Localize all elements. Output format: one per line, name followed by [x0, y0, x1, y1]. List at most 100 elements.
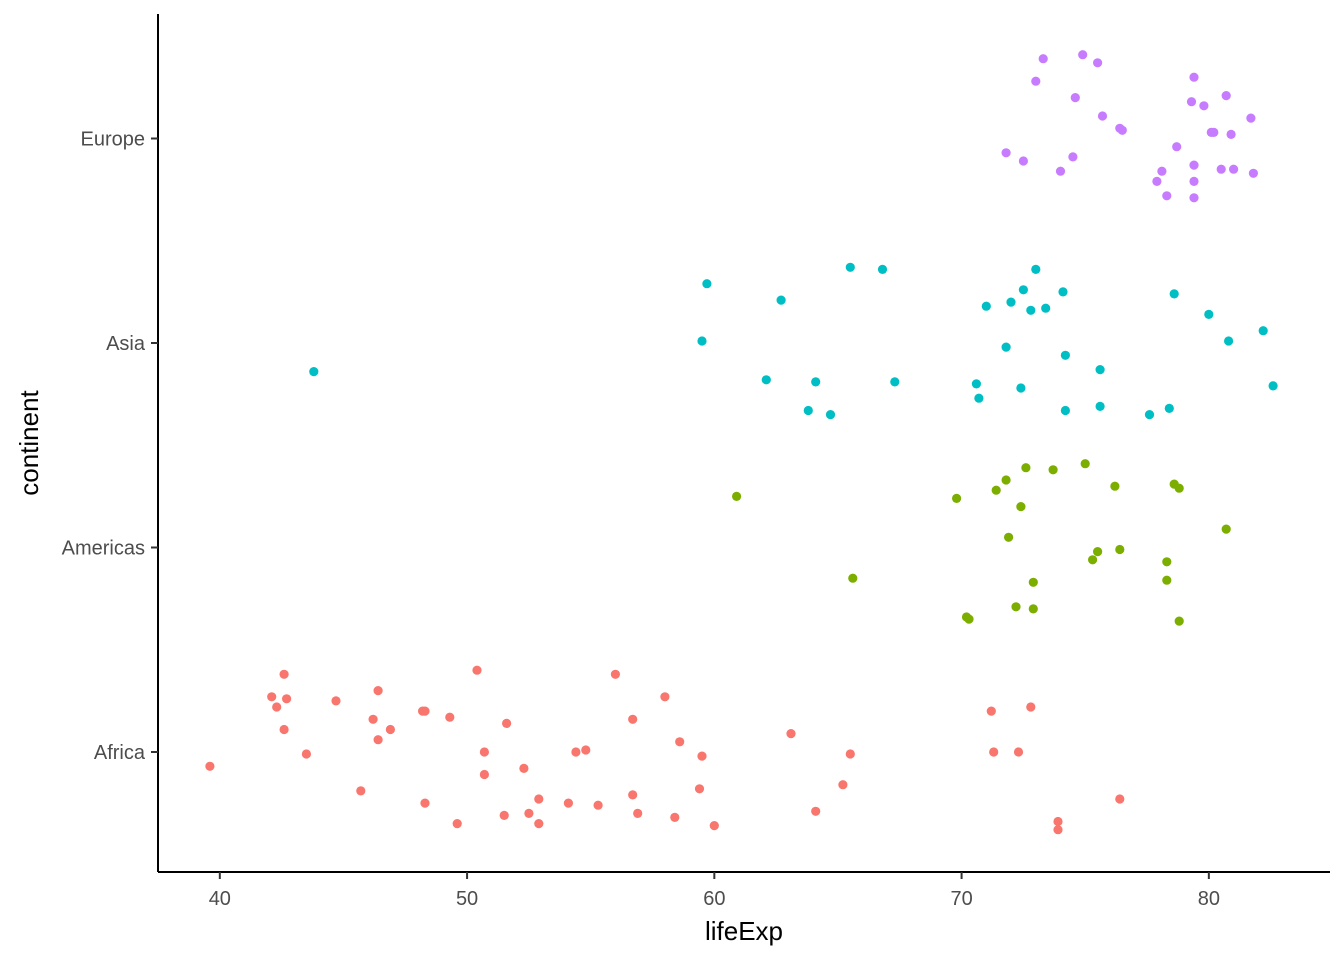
- point-americas: [1221, 524, 1231, 534]
- point-americas: [1162, 557, 1172, 567]
- point-africa: [272, 702, 282, 712]
- y-tick-label-americas: Americas: [62, 538, 145, 560]
- point-americas: [1080, 459, 1090, 469]
- point-asia: [1060, 405, 1070, 416]
- point-africa: [675, 737, 685, 747]
- point-africa: [989, 747, 999, 757]
- point-asia: [1224, 336, 1234, 346]
- y-tick-label-africa: Africa: [94, 742, 146, 764]
- point-asia: [1258, 326, 1268, 336]
- point-africa: [373, 735, 383, 745]
- point-americas: [952, 493, 962, 503]
- point-africa: [610, 669, 621, 679]
- point-africa: [373, 686, 383, 696]
- point-americas: [1001, 475, 1011, 485]
- point-asia: [1041, 303, 1051, 313]
- point-asia: [1026, 305, 1036, 315]
- point-europe: [1189, 193, 1199, 203]
- point-asia: [974, 393, 984, 403]
- point-africa: [534, 819, 544, 829]
- point-asia: [1095, 401, 1105, 411]
- point-africa: [697, 751, 707, 761]
- point-europe: [1162, 191, 1172, 201]
- point-europe: [1172, 142, 1182, 152]
- point-americas: [732, 491, 742, 501]
- point-europe: [1189, 72, 1199, 82]
- point-asia: [697, 336, 707, 346]
- point-africa: [452, 819, 462, 829]
- point-europe: [1189, 160, 1199, 170]
- point-americas: [1115, 544, 1125, 555]
- point-africa: [499, 810, 509, 821]
- point-europe: [1199, 101, 1209, 111]
- point-europe: [1078, 50, 1088, 60]
- point-africa: [986, 706, 996, 716]
- point-asia: [1001, 342, 1011, 352]
- point-asia: [1006, 297, 1016, 307]
- point-asia: [1268, 381, 1278, 391]
- point-asia: [1169, 289, 1179, 299]
- point-africa: [205, 761, 215, 771]
- point-asia: [825, 410, 836, 420]
- point-africa: [838, 780, 848, 790]
- point-europe: [1117, 125, 1127, 135]
- point-africa: [519, 763, 529, 774]
- point-europe: [1221, 91, 1231, 101]
- point-europe: [1246, 113, 1256, 123]
- point-europe: [1055, 166, 1066, 176]
- point-africa: [479, 769, 489, 780]
- y-axis-ticks: Africa Americas Asia Europe: [62, 129, 158, 764]
- point-africa: [593, 800, 603, 810]
- point-africa: [1026, 702, 1036, 712]
- point-africa: [694, 784, 705, 794]
- point-americas: [1028, 604, 1038, 614]
- point-americas: [1011, 602, 1021, 612]
- point-africa: [534, 794, 544, 804]
- x-tick-label: 50: [456, 888, 478, 910]
- point-asia: [803, 405, 813, 416]
- point-asia: [1031, 264, 1041, 274]
- point-africa: [563, 798, 574, 808]
- point-africa: [670, 812, 680, 823]
- point-asia: [1164, 403, 1174, 413]
- point-asia: [877, 264, 888, 274]
- point-europe: [1152, 176, 1162, 186]
- point-europe: [1068, 152, 1078, 162]
- point-europe: [1070, 93, 1080, 103]
- point-asia: [1058, 287, 1068, 297]
- point-africa: [1013, 747, 1024, 757]
- point-africa: [502, 718, 512, 729]
- point-africa: [368, 714, 378, 724]
- point-africa: [1053, 816, 1063, 827]
- point-africa: [628, 790, 638, 800]
- point-asia: [845, 262, 855, 272]
- point-asia: [309, 367, 319, 377]
- point-asia: [890, 377, 900, 387]
- point-europe: [1018, 156, 1028, 166]
- point-africa: [472, 665, 482, 675]
- point-americas: [1016, 502, 1026, 512]
- x-axis-title: lifeExp: [705, 916, 783, 946]
- point-americas: [1110, 481, 1120, 491]
- y-tick-label-europe: Europe: [81, 129, 146, 151]
- point-africa: [420, 706, 430, 716]
- point-africa: [356, 786, 366, 796]
- point-africa: [660, 692, 670, 702]
- point-asia: [981, 301, 991, 311]
- point-americas: [1028, 577, 1038, 587]
- point-americas: [1004, 532, 1014, 542]
- point-europe: [1226, 129, 1236, 139]
- y-tick-label-asia: Asia: [106, 333, 146, 355]
- x-tick-label: 80: [1198, 888, 1220, 910]
- point-americas: [1088, 555, 1098, 565]
- point-africa: [479, 747, 489, 757]
- point-africa: [581, 745, 591, 755]
- point-africa: [1053, 825, 1063, 835]
- point-europe: [1038, 54, 1048, 64]
- point-africa: [628, 714, 638, 724]
- point-americas: [1174, 616, 1184, 626]
- point-asia: [1095, 365, 1105, 375]
- point-africa: [420, 798, 430, 808]
- point-asia: [1060, 350, 1070, 360]
